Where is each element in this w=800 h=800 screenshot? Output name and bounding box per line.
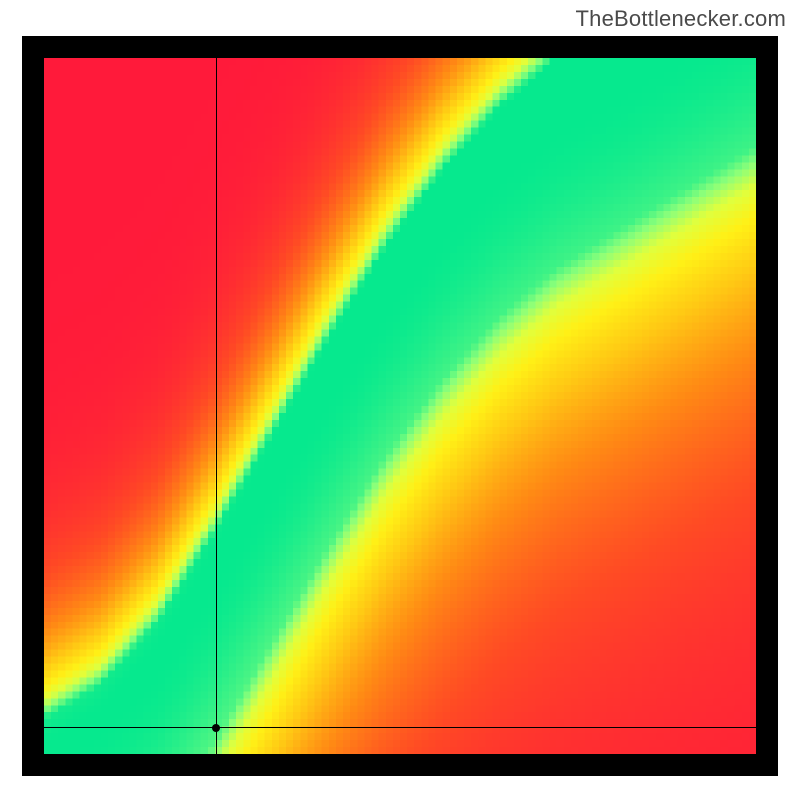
selection-marker[interactable] bbox=[212, 724, 220, 732]
crosshair-vertical bbox=[216, 58, 217, 754]
crosshair-horizontal bbox=[44, 727, 756, 728]
plot-border bbox=[22, 36, 778, 776]
watermark-text: TheBottlenecker.com bbox=[576, 6, 786, 32]
chart-frame: TheBottlenecker.com bbox=[0, 0, 800, 800]
bottleneck-heatmap bbox=[44, 58, 756, 754]
